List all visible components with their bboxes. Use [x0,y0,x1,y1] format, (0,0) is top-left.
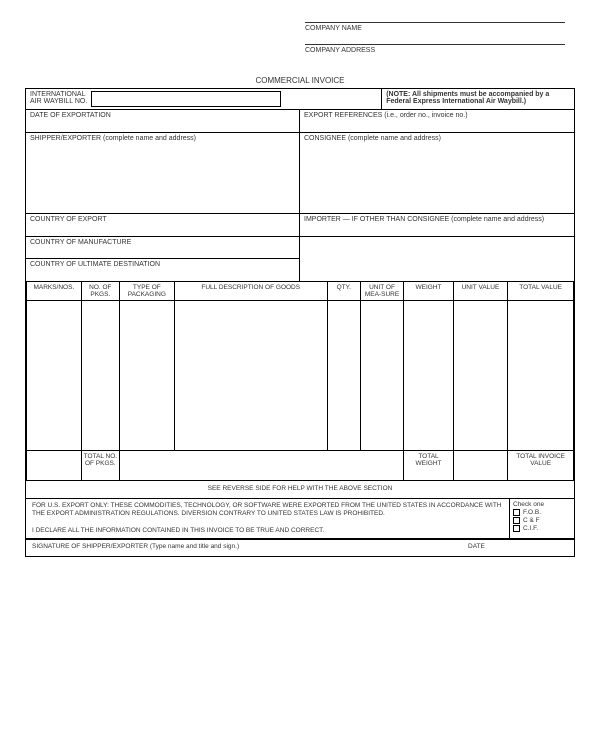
company-address-line: COMPANY ADDRESS [305,44,565,64]
col-desc: FULL DESCRIPTION OF GOODS [174,282,327,301]
importer-field[interactable]: IMPORTER — IF OTHER THAN CONSIGNEE (comp… [300,214,574,236]
legal-text: FOR U.S. EXPORT ONLY: THESE COMMODITIES,… [26,499,509,521]
checkbox-icon [513,509,520,516]
form-title: COMMERCIAL INVOICE [25,76,575,85]
col-total-value: TOTAL VALUE [508,282,574,301]
waybill-label: INTERNATIONAL AIR WAYBILL NO. [30,91,87,105]
col-unit-value: UNIT VALUE [453,282,508,301]
declare-text: I DECLARE ALL THE INFORMATION CONTAINED … [26,521,509,538]
waybill-note: (NOTE: All shipments must be accompanied… [382,89,574,109]
goods-row[interactable] [27,301,574,451]
totals-row: TOTAL NO. OF PKGS. TOTAL WEIGHT TOTAL IN… [27,451,574,481]
col-qty: QTY. [327,282,360,301]
export-refs-field[interactable]: EXPORT REFERENCES (i.e., order no., invo… [300,110,574,132]
reverse-note: SEE REVERSE SIDE FOR HELP WITH THE ABOVE… [26,481,574,498]
total-invoice-label: TOTAL INVOICE VALUE [508,451,574,481]
goods-table: MARKS/NOS. NO. OF PKGS. TYPE OF PACKAGIN… [26,281,574,481]
waybill-input[interactable] [91,91,281,107]
total-pkgs-label: TOTAL NO. OF PKGS. [81,451,119,481]
check-one-box: Check one F.O.B. C & F C.I.F. [509,499,574,537]
country-dest-field[interactable]: COUNTRY OF ULTIMATE DESTINATION [26,259,299,281]
cif-option[interactable]: C.I.F. [513,525,571,532]
signature-label[interactable]: SIGNATURE OF SHIPPER/EXPORTER (Type name… [32,543,468,550]
checkbox-icon [513,517,520,524]
col-type-pkg: TYPE OF PACKAGING [119,282,174,301]
col-weight: WEIGHT [404,282,453,301]
form-body: INTERNATIONAL AIR WAYBILL NO. (NOTE: All… [25,88,575,557]
check-one-label: Check one [513,501,571,508]
consignee-field[interactable]: CONSIGNEE (complete name and address) [300,133,574,213]
shipper-field[interactable]: SHIPPER/EXPORTER (complete name and addr… [26,133,300,213]
date-label[interactable]: DATE [468,543,568,550]
company-name-line: COMPANY NAME [305,22,565,42]
country-mfg-field[interactable]: COUNTRY OF MANUFACTURE [26,237,299,259]
total-weight-label: TOTAL WEIGHT [404,451,453,481]
cf-option[interactable]: C & F [513,517,571,524]
country-export-field[interactable]: COUNTRY OF EXPORT [26,214,300,236]
header-lines: COMPANY NAME COMPANY ADDRESS [305,22,575,64]
fob-option[interactable]: F.O.B. [513,509,571,516]
col-marks: MARKS/NOS. [27,282,82,301]
col-no-pkgs: NO. OF PKGS. [81,282,119,301]
col-unit-measure: UNIT OF MEA-SURE [360,282,404,301]
checkbox-icon [513,525,520,532]
date-exportation-field[interactable]: DATE OF EXPORTATION [26,110,300,132]
